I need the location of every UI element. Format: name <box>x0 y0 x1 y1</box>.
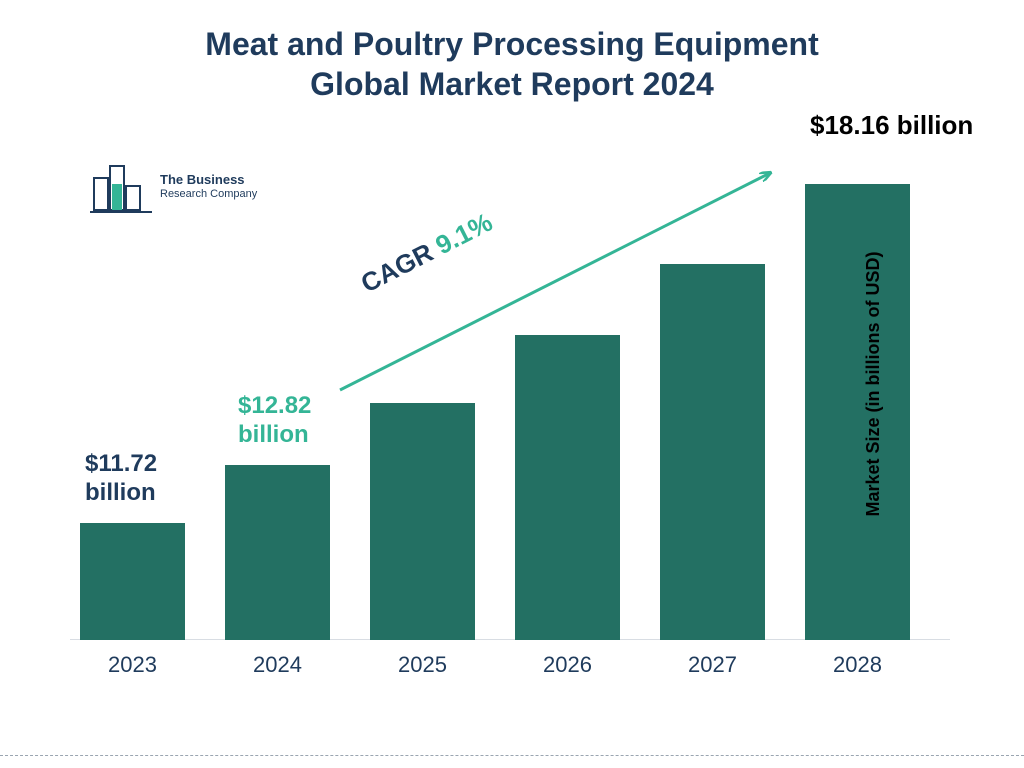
xlabel-2023: 2023 <box>80 652 185 678</box>
xlabel-2026: 2026 <box>515 652 620 678</box>
stage: Meat and Poultry Processing Equipment Gl… <box>0 0 1024 768</box>
cagr-annotation: CAGR 9.1% <box>356 207 498 300</box>
cagr-value: 9.1% <box>431 207 497 261</box>
xlabel-2025: 2025 <box>370 652 475 678</box>
bar-chart: $18.16 billion CAGR 9.1% 202320242025202… <box>70 140 950 700</box>
bar-2028 <box>805 184 910 640</box>
title-line-2: Global Market Report 2024 <box>0 64 1024 104</box>
value-label-2024: $12.82 billion <box>238 392 358 450</box>
bar-2023 <box>80 523 185 640</box>
bar-2027 <box>660 264 765 640</box>
y-axis-label: Market Size (in billions of USD) <box>863 251 884 516</box>
value-label-2023: $11.72 billion <box>85 450 205 508</box>
chart-title: Meat and Poultry Processing Equipment Gl… <box>0 24 1024 104</box>
footer-divider <box>0 755 1024 756</box>
bar-2024 <box>225 465 330 640</box>
xlabel-2027: 2027 <box>660 652 765 678</box>
title-line-1: Meat and Poultry Processing Equipment <box>0 24 1024 64</box>
xlabel-2024: 2024 <box>225 652 330 678</box>
bar-2026 <box>515 335 620 640</box>
cagr-label: CAGR <box>356 234 444 299</box>
xlabel-2028: 2028 <box>805 652 910 678</box>
bar-2025 <box>370 403 475 640</box>
value-label-2028: $18.16 billion <box>810 110 990 141</box>
